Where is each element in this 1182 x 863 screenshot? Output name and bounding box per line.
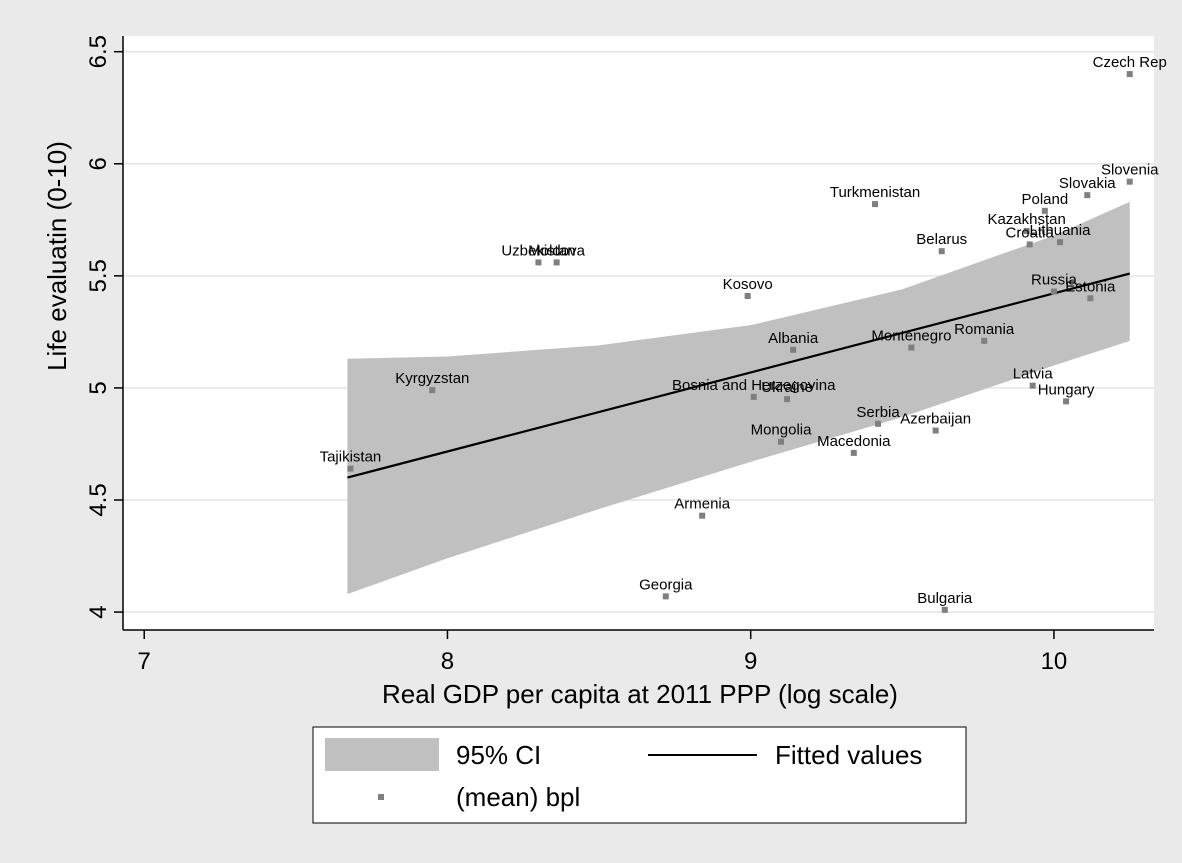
ci-band — [347, 201, 1130, 595]
x-tick-label: 7 — [138, 648, 151, 675]
data-point — [1056, 239, 1063, 246]
data-point — [347, 465, 354, 472]
y-tick-label: 6 — [85, 157, 112, 170]
data-point — [908, 344, 915, 351]
point-label: Latvia — [1013, 366, 1054, 383]
legend-swatch-points — [378, 794, 384, 800]
point-label: Ukraine — [761, 379, 813, 396]
y-tick-label: 6.5 — [85, 35, 112, 68]
data-point — [1050, 288, 1057, 295]
data-point — [750, 393, 757, 400]
x-tick-label: 10 — [1041, 648, 1068, 675]
data-point — [872, 201, 879, 208]
legend-swatch-ci — [325, 738, 439, 771]
y-tick-label: 5.5 — [85, 259, 112, 292]
data-point — [1029, 382, 1036, 389]
data-point — [875, 420, 882, 427]
point-label: Slovenia — [1101, 162, 1159, 179]
point-label: Moldova — [528, 242, 585, 259]
point-label: Russia — [1031, 272, 1078, 289]
point-label: Czech Rep — [1093, 54, 1167, 71]
data-point — [1087, 295, 1094, 302]
point-label: Kyrgyzstan — [395, 370, 469, 387]
point-label: Azerbaijan — [900, 411, 971, 428]
point-label: Macedonia — [817, 433, 891, 450]
y-tick-label: 4.5 — [85, 483, 112, 516]
data-point — [662, 593, 669, 600]
data-point — [1041, 207, 1048, 214]
x-axis-title: Real GDP per capita at 2011 PPP (log sca… — [382, 679, 898, 709]
data-point — [932, 427, 939, 434]
tick-labels: 4 4.5 5 5.5 6 6.5 7 8 9 10 — [85, 35, 1067, 675]
point-label: Estonia — [1065, 278, 1116, 295]
data-point — [790, 346, 797, 353]
legend: 95% CI Fitted values (mean) bpl — [312, 726, 967, 824]
data-point — [535, 259, 542, 266]
data-point — [699, 512, 706, 519]
point-label: Bosnia and Herzegovina — [672, 377, 836, 394]
data-point — [938, 248, 945, 255]
point-label: Lithuania — [1030, 222, 1092, 239]
point-label: Montenegro — [871, 328, 951, 345]
point-label: Mongolia — [751, 422, 813, 439]
point-label: Belarus — [916, 231, 967, 248]
data-point — [553, 259, 560, 266]
data-point — [429, 387, 436, 394]
point-label: Slovakia — [1059, 175, 1116, 192]
y-axis-title: Life evaluatin (0-10) — [42, 141, 72, 371]
point-label: Hungary — [1038, 381, 1095, 398]
point-label: Romania — [954, 321, 1015, 338]
data-point — [744, 293, 751, 300]
point-label: Serbia — [856, 404, 900, 421]
y-tick-label: 5 — [85, 381, 112, 394]
y-tick-label: 4 — [85, 605, 112, 618]
data-point — [1084, 192, 1091, 199]
point-label: Uzbekistan — [501, 242, 575, 259]
legend-label-points: (mean) bpl — [456, 782, 580, 812]
data-point — [778, 438, 785, 445]
axes — [122, 36, 1154, 631]
point-label: Kazakhstan — [987, 211, 1065, 228]
point-label: Tajikistan — [320, 449, 382, 466]
data-point — [941, 606, 948, 613]
point-label: Georgia — [639, 576, 693, 593]
x-tick-label: 9 — [744, 648, 757, 675]
legend-label-fit: Fitted values — [775, 740, 922, 770]
point-label: Turkmenistan — [830, 184, 920, 201]
data-point — [850, 449, 857, 456]
point-label: Bulgaria — [917, 590, 973, 607]
x-tick-label: 8 — [441, 648, 454, 675]
data-point — [1126, 71, 1133, 78]
data-point — [981, 337, 988, 344]
fitted-line — [347, 272, 1131, 479]
data-point — [1023, 228, 1030, 235]
point-label: Croatia — [1005, 224, 1054, 241]
point-label: Albania — [768, 330, 819, 347]
data-point — [1026, 241, 1033, 248]
point-label: Kosovo — [723, 276, 773, 293]
point-label: Poland — [1021, 191, 1068, 208]
legend-label-ci: 95% CI — [456, 740, 541, 770]
point-label: Armenia — [674, 496, 731, 513]
data-point — [1126, 178, 1133, 185]
data-point — [1063, 398, 1070, 405]
data-point — [784, 396, 791, 403]
